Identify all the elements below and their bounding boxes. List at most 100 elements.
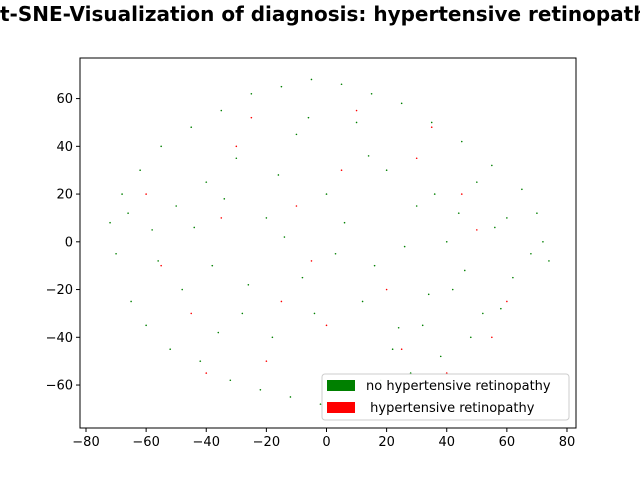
- point-no-hypertensive-retinopathy: [421, 324, 424, 327]
- point-no-hypertensive-retinopathy: [169, 348, 171, 351]
- point-hypertensive-retinopathy: [235, 145, 238, 148]
- point-no-hypertensive-retinopathy: [289, 396, 292, 398]
- point-no-hypertensive-retinopathy: [283, 236, 286, 238]
- point-no-hypertensive-retinopathy: [430, 121, 433, 124]
- point-hypertensive-retinopathy: [476, 229, 478, 231]
- x-tick-label: −20: [253, 435, 280, 450]
- point-no-hypertensive-retinopathy: [439, 355, 442, 358]
- point-hypertensive-retinopathy: [506, 300, 508, 303]
- point-no-hypertensive-retinopathy: [397, 326, 400, 329]
- point-no-hypertensive-retinopathy: [355, 121, 358, 124]
- x-tick-label: 60: [499, 435, 516, 450]
- point-no-hypertensive-retinopathy: [334, 252, 337, 255]
- point-no-hypertensive-retinopathy: [295, 133, 298, 136]
- point-no-hypertensive-retinopathy: [121, 193, 123, 195]
- point-no-hypertensive-retinopathy: [310, 78, 313, 81]
- x-tick-label: 20: [378, 435, 395, 450]
- point-hypertensive-retinopathy: [280, 300, 283, 303]
- legend-swatch-hypertensive-retinopathy: [327, 402, 355, 413]
- x-tick-label: 0: [322, 435, 330, 450]
- point-no-hypertensive-retinopathy: [181, 288, 184, 291]
- point-no-hypertensive-retinopathy: [151, 229, 153, 231]
- point-no-hypertensive-retinopathy: [427, 293, 430, 296]
- point-no-hypertensive-retinopathy: [235, 157, 238, 160]
- y-tick-label: 40: [56, 140, 73, 155]
- point-no-hypertensive-retinopathy: [127, 212, 129, 214]
- point-no-hypertensive-retinopathy: [199, 360, 202, 362]
- y-axis: −60 −40 −20 0 20 40 60: [46, 92, 80, 394]
- point-hypertensive-retinopathy: [160, 264, 162, 267]
- point-hypertensive-retinopathy: [340, 169, 343, 171]
- point-no-hypertensive-retinopathy: [343, 221, 346, 224]
- point-no-hypertensive-retinopathy: [367, 155, 370, 157]
- point-no-hypertensive-retinopathy: [265, 217, 268, 219]
- point-no-hypertensive-retinopathy: [542, 241, 544, 243]
- point-no-hypertensive-retinopathy: [190, 126, 193, 129]
- point-no-hypertensive-retinopathy: [460, 140, 463, 143]
- point-no-hypertensive-retinopathy: [400, 102, 403, 105]
- point-no-hypertensive-retinopathy: [250, 93, 253, 95]
- legend-label-no-hypertensive-retinopathy: no hypertensive retinopathy: [366, 379, 551, 394]
- point-no-hypertensive-retinopathy: [530, 252, 532, 255]
- point-no-hypertensive-retinopathy: [457, 212, 460, 214]
- point-no-hypertensive-retinopathy: [241, 312, 244, 315]
- point-hypertensive-retinopathy: [491, 336, 493, 339]
- point-hypertensive-retinopathy: [445, 372, 448, 374]
- point-no-hypertensive-retinopathy: [115, 252, 117, 255]
- point-no-hypertensive-retinopathy: [433, 193, 436, 195]
- point-hypertensive-retinopathy: [385, 288, 388, 291]
- point-no-hypertensive-retinopathy: [277, 174, 280, 176]
- point-no-hypertensive-retinopathy: [259, 389, 262, 391]
- point-no-hypertensive-retinopathy: [521, 188, 523, 191]
- point-hypertensive-retinopathy: [250, 116, 253, 119]
- point-no-hypertensive-retinopathy: [160, 145, 162, 148]
- point-no-hypertensive-retinopathy: [175, 205, 177, 207]
- x-tick-label: −40: [193, 435, 220, 450]
- point-no-hypertensive-retinopathy: [109, 221, 111, 224]
- point-no-hypertensive-retinopathy: [319, 403, 322, 405]
- point-no-hypertensive-retinopathy: [391, 348, 394, 351]
- point-no-hypertensive-retinopathy: [385, 169, 388, 171]
- x-tick-label: −60: [132, 435, 159, 450]
- point-hypertensive-retinopathy: [460, 193, 463, 195]
- point-no-hypertensive-retinopathy: [325, 193, 328, 195]
- legend: no hypertensive retinopathy hypertensive…: [321, 373, 570, 421]
- legend-swatch-no-hypertensive-retinopathy: [327, 380, 355, 391]
- y-tick-label: 60: [56, 92, 73, 107]
- point-no-hypertensive-retinopathy: [145, 324, 147, 327]
- point-no-hypertensive-retinopathy: [307, 116, 310, 119]
- point-no-hypertensive-retinopathy: [280, 85, 283, 88]
- y-tick-label: −60: [46, 379, 73, 394]
- point-no-hypertensive-retinopathy: [193, 226, 196, 229]
- point-no-hypertensive-retinopathy: [403, 245, 406, 248]
- point-hypertensive-retinopathy: [190, 312, 193, 315]
- point-no-hypertensive-retinopathy: [370, 93, 373, 95]
- point-hypertensive-retinopathy: [400, 348, 403, 351]
- point-hypertensive-retinopathy: [265, 360, 268, 362]
- point-no-hypertensive-retinopathy: [548, 260, 550, 262]
- point-no-hypertensive-retinopathy: [451, 288, 454, 291]
- legend-label-hypertensive-retinopathy: hypertensive retinopathy: [366, 401, 535, 416]
- point-no-hypertensive-retinopathy: [223, 198, 226, 200]
- y-tick-label: −40: [46, 331, 73, 346]
- point-no-hypertensive-retinopathy: [229, 379, 232, 382]
- chart-title: t-SNE-Visualization of diagnosis: hypert…: [0, 2, 640, 26]
- point-no-hypertensive-retinopathy: [482, 312, 484, 315]
- point-no-hypertensive-retinopathy: [217, 331, 220, 334]
- point-no-hypertensive-retinopathy: [211, 264, 214, 267]
- point-hypertensive-retinopathy: [310, 260, 313, 262]
- point-hypertensive-retinopathy: [205, 372, 208, 374]
- points-layer: [109, 78, 550, 405]
- point-hypertensive-retinopathy: [295, 205, 298, 207]
- x-axis: −80 −60 −40 −20 0 20 40 60 80: [72, 428, 575, 450]
- x-tick-label: 80: [559, 435, 576, 450]
- point-no-hypertensive-retinopathy: [301, 276, 304, 279]
- point-hypertensive-retinopathy: [145, 193, 147, 195]
- y-tick-label: 20: [56, 188, 73, 203]
- point-no-hypertensive-retinopathy: [476, 181, 478, 183]
- point-no-hypertensive-retinopathy: [139, 169, 141, 171]
- point-no-hypertensive-retinopathy: [271, 336, 274, 339]
- point-no-hypertensive-retinopathy: [157, 260, 159, 262]
- legend-box: [321, 373, 570, 421]
- point-hypertensive-retinopathy: [415, 157, 418, 160]
